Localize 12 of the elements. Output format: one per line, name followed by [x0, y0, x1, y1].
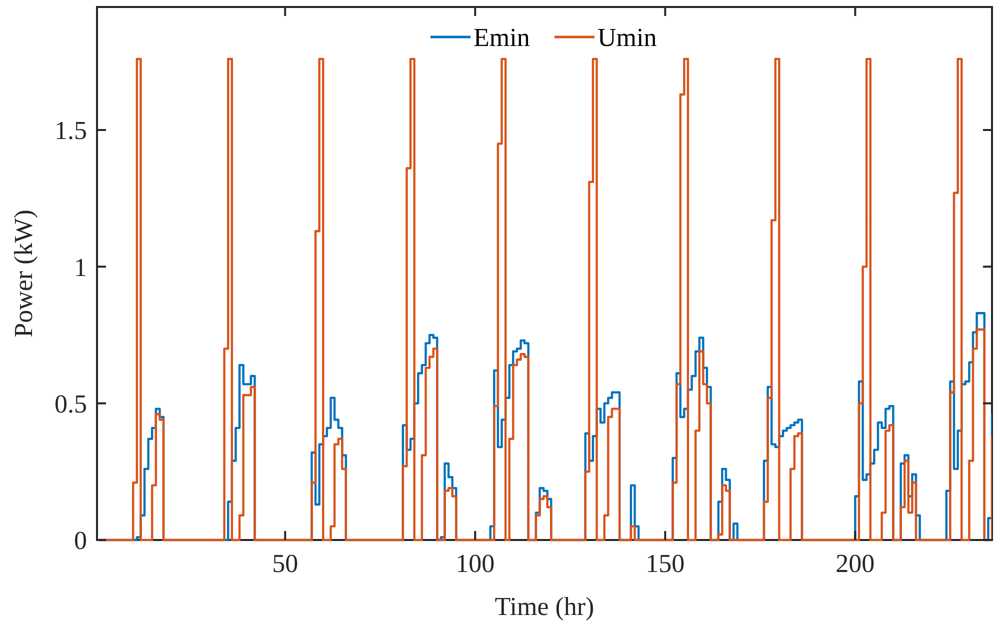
y-tick-label: 0.5: [54, 389, 87, 418]
x-tick-label: 100: [456, 549, 495, 578]
x-axis-title: Time (hr): [494, 592, 594, 621]
y-tick-label: 1: [74, 252, 87, 282]
legend-label: Umin: [598, 23, 657, 52]
x-tick-label: 150: [646, 549, 685, 578]
x-tick-label: 50: [272, 549, 298, 578]
legend-label: Emin: [474, 23, 530, 52]
x-tick-label: 200: [836, 549, 875, 578]
y-tick-label: 1.5: [54, 116, 87, 146]
y-tick-label: 0: [74, 526, 87, 556]
y-axis-title: Power (kW): [9, 210, 38, 338]
